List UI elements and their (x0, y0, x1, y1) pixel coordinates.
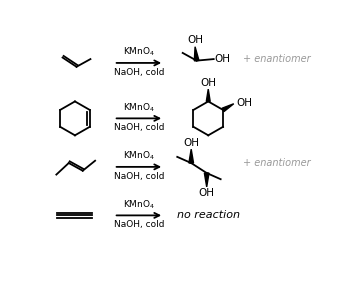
Text: + enantiomer: + enantiomer (243, 54, 311, 64)
Text: NaOH, cold: NaOH, cold (114, 123, 164, 132)
Text: OH: OH (187, 35, 203, 45)
Text: KMnO$_4$: KMnO$_4$ (123, 198, 155, 211)
Polygon shape (189, 149, 194, 163)
Text: KMnO$_4$: KMnO$_4$ (123, 46, 155, 58)
Text: NaOH, cold: NaOH, cold (114, 67, 164, 77)
Text: NaOH, cold: NaOH, cold (114, 172, 164, 181)
Polygon shape (222, 104, 234, 112)
Text: OH: OH (200, 77, 216, 88)
Polygon shape (194, 47, 199, 61)
Text: OH: OH (183, 138, 199, 148)
Polygon shape (206, 89, 210, 101)
Polygon shape (204, 173, 209, 187)
Text: KMnO$_4$: KMnO$_4$ (123, 150, 155, 162)
Text: + enantiomer: + enantiomer (243, 158, 311, 168)
Text: OH: OH (199, 189, 215, 198)
Text: NaOH, cold: NaOH, cold (114, 220, 164, 229)
Text: KMnO$_4$: KMnO$_4$ (123, 101, 155, 114)
Text: OH: OH (237, 98, 253, 108)
Text: no reaction: no reaction (177, 210, 240, 220)
Text: OH: OH (214, 54, 230, 64)
